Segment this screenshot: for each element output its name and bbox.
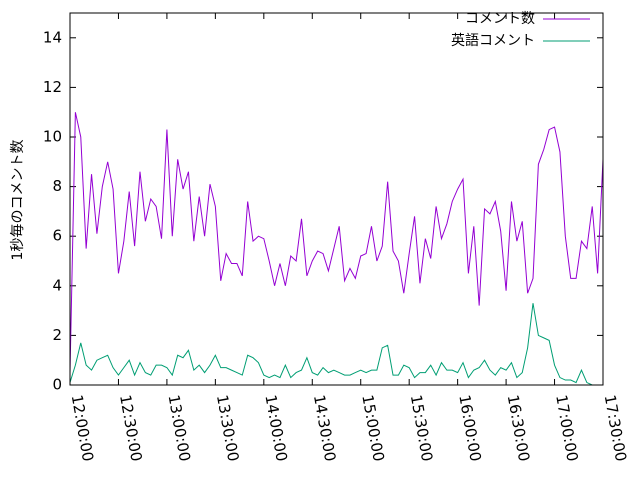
x-tick-label: 14:30:00 [310,393,339,462]
x-tick-label: 14:00:00 [261,393,290,462]
x-tick-label: 17:30:00 [601,393,630,462]
y-tick-label: 8 [52,177,62,195]
y-tick-label: 0 [52,376,62,394]
legend-label: コメント数 [465,11,535,27]
plot-border [69,12,604,386]
x-tick-label: 13:00:00 [165,393,194,462]
x-tick-label: 17:00:00 [552,393,581,462]
y-tick-label: 10 [43,128,62,146]
legend-label: 英語コメント [451,32,535,49]
x-tick-label: 16:30:00 [504,393,533,462]
x-tick-label: 15:30:00 [407,393,436,462]
x-tick-label: 15:00:00 [358,393,387,462]
y-tick-label: 12 [43,78,62,96]
y-axis-label: 1秒毎のコメント数 [10,140,26,261]
x-tick-label: 13:30:00 [213,393,242,462]
x-tick-label: 16:00:00 [455,393,484,462]
y-tick-label: 14 [43,28,62,46]
series-line [69,112,604,373]
x-tick-label: 12:00:00 [68,393,97,462]
x-tick-label: 12:30:00 [116,393,145,462]
series-line [69,303,603,386]
y-tick-label: 2 [52,326,62,344]
y-tick-label: 4 [52,276,62,294]
y-tick-label: 6 [52,227,62,245]
